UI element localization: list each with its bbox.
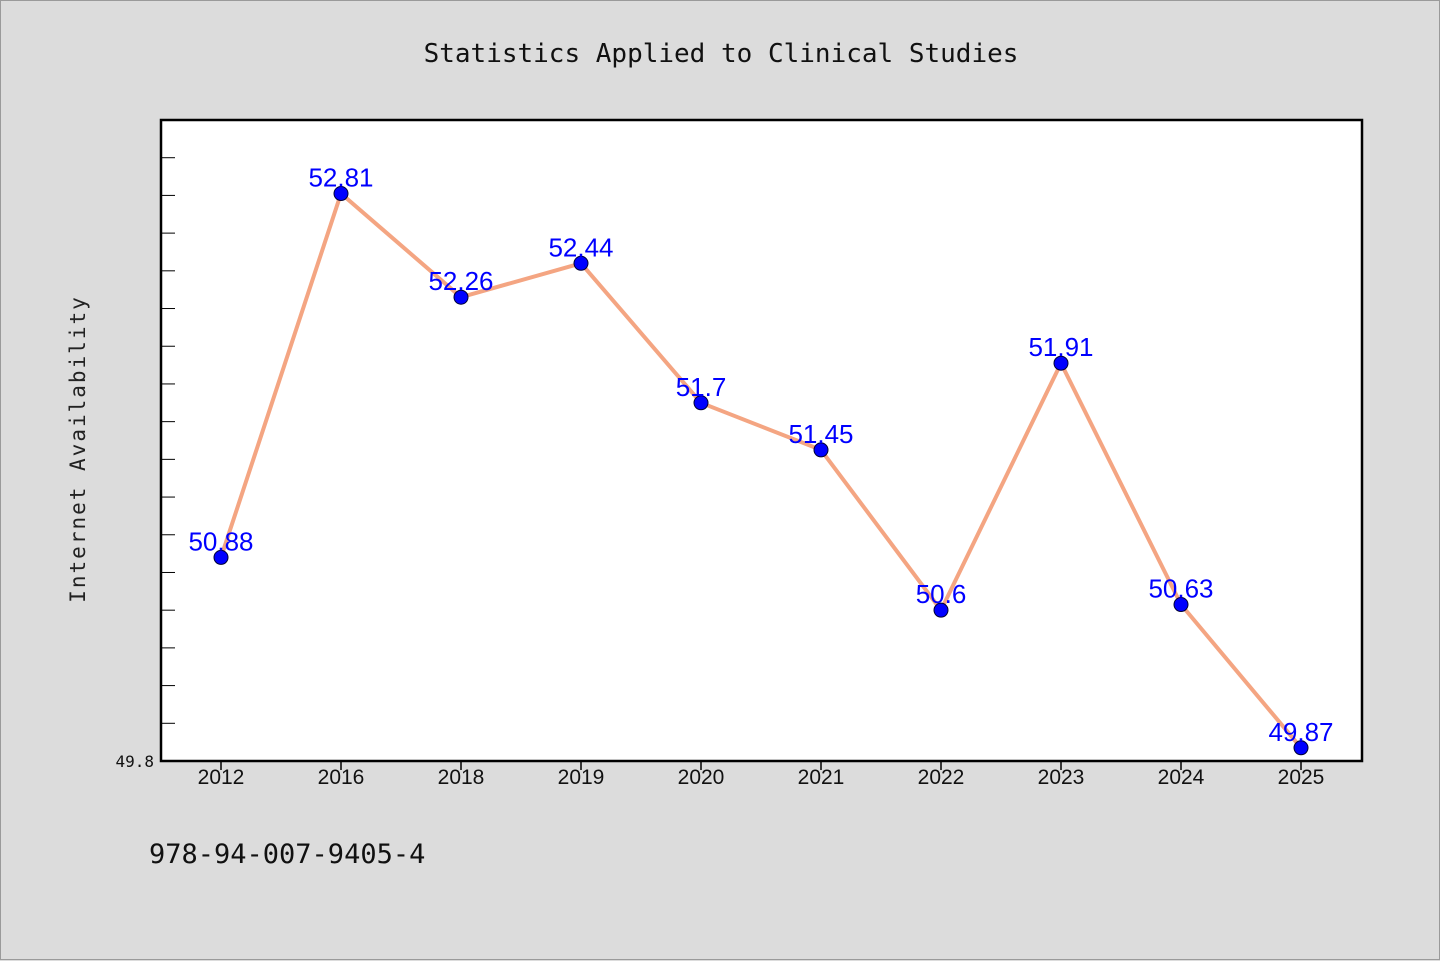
data-point xyxy=(333,186,349,202)
data-point xyxy=(813,442,829,458)
data-label: 51.7 xyxy=(676,372,727,402)
y-axis-label: Internet Availability xyxy=(66,295,90,603)
plot-area xyxy=(161,120,1362,761)
data-label: 50.63 xyxy=(1148,574,1213,604)
x-tick-label: 2016 xyxy=(318,766,365,789)
x-axis-ticks: 2012 2016 2018 2019 2020 2021 2022 2023 2024 2025 xyxy=(198,761,1325,789)
data-label: 52.26 xyxy=(428,266,493,296)
x-tick-label: 2025 xyxy=(1278,766,1325,789)
plot-border xyxy=(159,118,1364,763)
isbn-text: 978-94-007-9405-4 xyxy=(149,839,425,870)
y-tick-label-min: 49.8 xyxy=(115,752,154,771)
data-point xyxy=(213,549,229,565)
series-line xyxy=(219,191,1303,750)
data-point xyxy=(693,395,709,411)
data-label: 50.6 xyxy=(916,579,967,609)
x-tick-label: 2021 xyxy=(798,766,845,789)
data-label: 50.88 xyxy=(188,526,253,556)
data-point xyxy=(1293,740,1309,756)
data-label: 51.91 xyxy=(1028,332,1093,362)
x-tick-label: 2012 xyxy=(198,766,245,789)
data-markers xyxy=(213,186,1309,756)
x-tick-label: 2019 xyxy=(558,766,605,789)
data-label: 51.45 xyxy=(788,419,853,449)
x-tick-label: 2023 xyxy=(1038,766,1085,789)
x-tick-label: 2022 xyxy=(918,766,965,789)
data-label: 52.81 xyxy=(308,163,373,193)
data-point xyxy=(1053,355,1069,371)
data-labels: 50.88 52.81 52.26 52.44 51.7 51.45 50.6 51.91 50… xyxy=(188,163,1333,747)
data-point xyxy=(453,289,469,305)
x-tick-label: 2024 xyxy=(1158,766,1205,789)
data-point xyxy=(933,602,949,618)
data-label: 52.44 xyxy=(548,232,613,262)
data-label: 49.87 xyxy=(1268,717,1333,747)
x-tick-label: 2020 xyxy=(678,766,725,789)
x-tick-label: 2018 xyxy=(438,766,485,789)
data-point xyxy=(1173,597,1189,613)
chart-title: Statistics Applied to Clinical Studies xyxy=(424,39,1019,69)
data-point xyxy=(573,255,589,271)
